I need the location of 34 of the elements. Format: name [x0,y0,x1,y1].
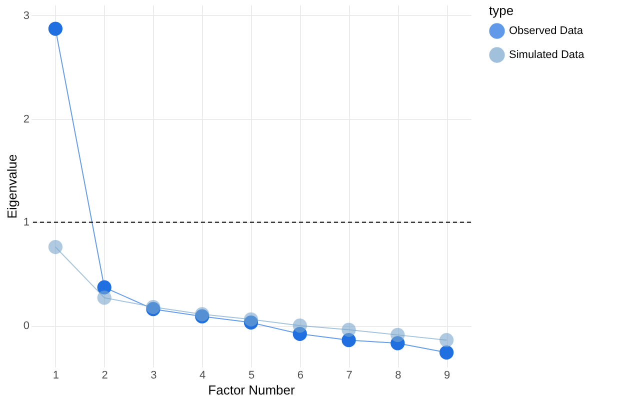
x-tick-label: 2 [102,370,108,382]
y-tick-label: 2 [23,113,30,126]
x-tick-label: 3 [150,370,157,382]
point [439,333,454,348]
y-axis-title: Eigenvalue [4,154,20,219]
x-axis-title: Factor Number [208,382,296,398]
point [292,326,307,341]
x-tick-label: 6 [297,370,304,382]
point [97,280,112,294]
point [390,328,405,342]
x-tick-label: 8 [395,370,402,382]
point [146,300,160,314]
point [244,312,258,326]
x-tick-label: 9 [444,370,450,382]
point [48,240,63,254]
point [390,336,405,350]
point [48,22,63,36]
point [342,322,356,337]
x-tick-label: 5 [248,370,255,382]
legend-title: type [489,3,514,18]
point [244,315,258,330]
point [292,318,307,333]
point [439,345,454,360]
point [146,302,160,316]
y-tick-label: 0 [23,320,30,332]
legend-label: Simulated Data [509,49,586,61]
y-tick-label: 1 [23,216,30,229]
point [342,333,356,348]
legend-label: Observed Data [509,25,584,37]
x-tick-label: 4 [200,370,206,382]
x-tick-label: 7 [346,370,352,382]
x-tick-label: 1 [52,370,60,382]
point [97,290,112,305]
y-tick-label: 3 [23,10,30,22]
